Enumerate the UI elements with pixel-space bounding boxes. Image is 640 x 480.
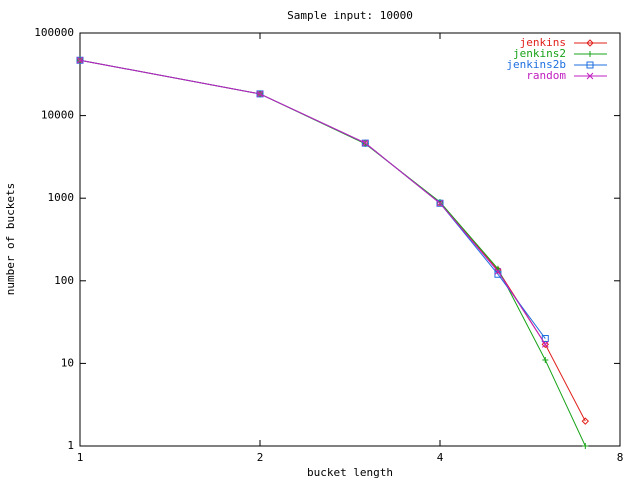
point (256, 90, 264, 98)
point (361, 139, 369, 147)
legend-label: jenkins2 (513, 47, 566, 60)
y-tick-label: 1 (67, 439, 74, 452)
chart-title: Sample input: 10000 (287, 9, 413, 22)
legend-label: jenkins (520, 36, 566, 49)
y-tick-label: 10 (61, 356, 74, 369)
point (582, 443, 589, 449)
plot-border (79, 32, 621, 447)
point (581, 417, 590, 425)
point (542, 356, 549, 363)
legend-marker (586, 61, 594, 69)
series-line (79, 59, 546, 345)
point (436, 199, 444, 207)
x-tick-label: 8 (617, 451, 624, 464)
y-tick-label: 100 (54, 274, 74, 287)
point (541, 340, 550, 349)
legend-label: random (526, 69, 566, 82)
legend-label: jenkins2b (506, 58, 566, 71)
point (76, 56, 84, 64)
legend-marker (587, 51, 593, 57)
point (494, 268, 502, 275)
x-tick-label: 1 (77, 451, 84, 464)
y-tick-label: 100000 (34, 26, 74, 39)
x-tick-label: 4 (437, 451, 444, 464)
x-axis-label: bucket length (307, 466, 393, 479)
point (541, 341, 549, 348)
y-axis-label: number of buckets (4, 183, 17, 296)
y-tick-label: 1000 (48, 191, 75, 204)
y-tick-label: 10000 (41, 109, 74, 122)
legend-marker (586, 72, 594, 80)
x-tick-label: 2 (257, 451, 264, 464)
point (76, 56, 84, 64)
legend-marker (586, 39, 594, 47)
point (494, 270, 502, 278)
